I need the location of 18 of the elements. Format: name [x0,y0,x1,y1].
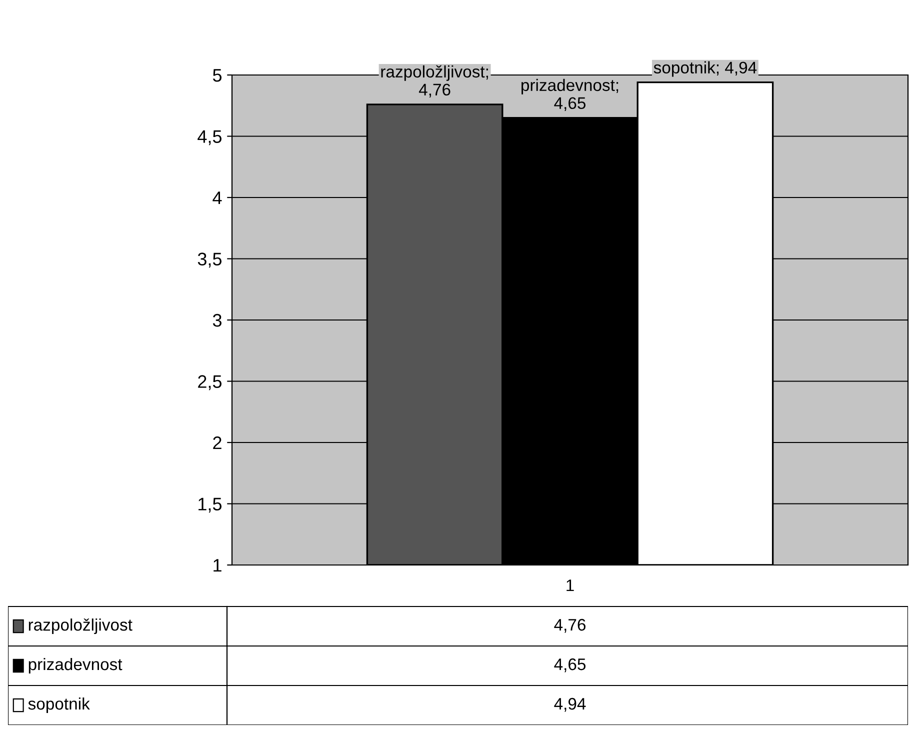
y-tick-label: 5 [212,69,222,82]
legend-label: sopotnik [28,697,90,714]
y-tick-label: 1,5 [198,498,222,513]
text: 4,65 [554,658,586,672]
y-tick-label: 4,5 [198,130,222,146]
y-tick-label: 2,5 [198,375,222,390]
y-tick-label: 1 [214,559,222,572]
y-tick-label: 3,5 [198,252,222,268]
y-tick-label: 4 [212,192,222,204]
data-label: razpoložljivost; 4,76 [381,65,488,98]
data-label: sopotnik; 4,94 [654,61,757,77]
legend-label: prizadevnost [28,658,122,674]
data-label: prizadevnost; 4,65 [522,78,618,111]
legend-label: razpoložljivost [28,618,132,634]
text: 4,94 [554,698,586,712]
y-tick-label: 3 [212,314,222,327]
y-tick-label: 2 [213,436,222,450]
text: 4,76 [554,618,586,633]
